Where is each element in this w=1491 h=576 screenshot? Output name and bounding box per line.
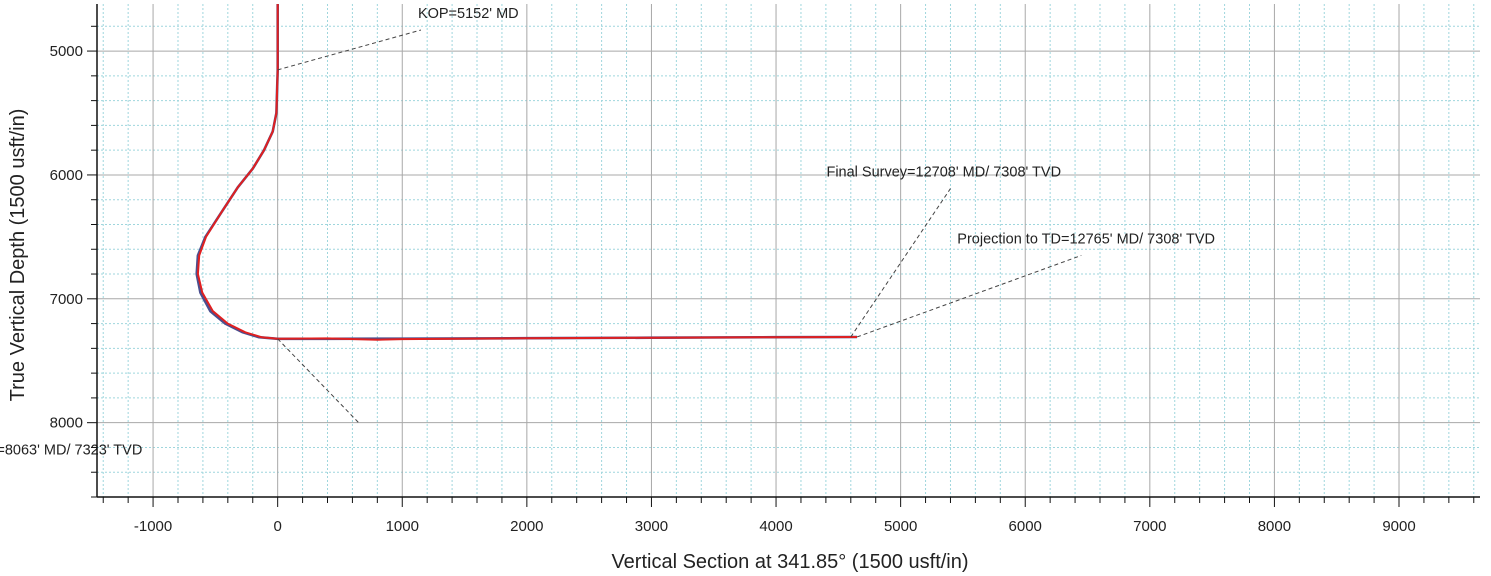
series-group <box>195 4 858 341</box>
annotation-leader-line <box>850 188 951 338</box>
annotation-leader-line <box>856 254 1082 338</box>
y-tick-label: 6000 <box>50 167 83 184</box>
annotation-label: KOP=5152' MD <box>418 6 519 22</box>
annotation-label: Final Survey=12708' MD/ 7308' TVD <box>826 165 1061 181</box>
annotation-leader-line <box>277 29 422 71</box>
x-tick-label: 7000 <box>1133 518 1166 535</box>
x-tick-label: 5000 <box>884 518 917 535</box>
x-tick-label: 4000 <box>759 518 792 535</box>
x-tick-label: 0 <box>273 518 281 535</box>
y-tick-label: 7000 <box>50 291 83 308</box>
annotation-label: LP=8063' MD/ 7323' TVD <box>0 443 142 459</box>
annotation-group: KOP=5152' MD LP=8063' MD/ 7323' TVD Final … <box>0 6 1215 459</box>
x-axis-title: Vertical Section at 341.85° (1500 usft/i… <box>611 551 968 573</box>
y-axis-title: True Vertical Depth (1500 usft/in) <box>7 109 29 402</box>
y-tick-label: 5000 <box>50 43 83 60</box>
annotation-label: Projection to TD=12765' MD/ 7308' TVD <box>957 231 1215 247</box>
y-tick-label: 8000 <box>50 415 83 432</box>
x-tick-label: -1000 <box>134 518 172 535</box>
x-tick-label: 2000 <box>510 518 543 535</box>
major-grid <box>97 4 1480 497</box>
series-line-actual <box>196 4 858 341</box>
x-tick-label: 6000 <box>1009 518 1042 535</box>
x-tick-label: 3000 <box>635 518 668 535</box>
tick-labels: -1000 0 1000 2000 3000 4000 5000 6000 7000 8000 90… <box>50 43 1416 535</box>
x-tick-label: 1000 <box>386 518 419 535</box>
axes <box>87 4 1480 507</box>
x-tick-label: 9000 <box>1382 518 1415 535</box>
annotation-leader-line <box>277 338 360 424</box>
x-tick-label: 8000 <box>1258 518 1291 535</box>
